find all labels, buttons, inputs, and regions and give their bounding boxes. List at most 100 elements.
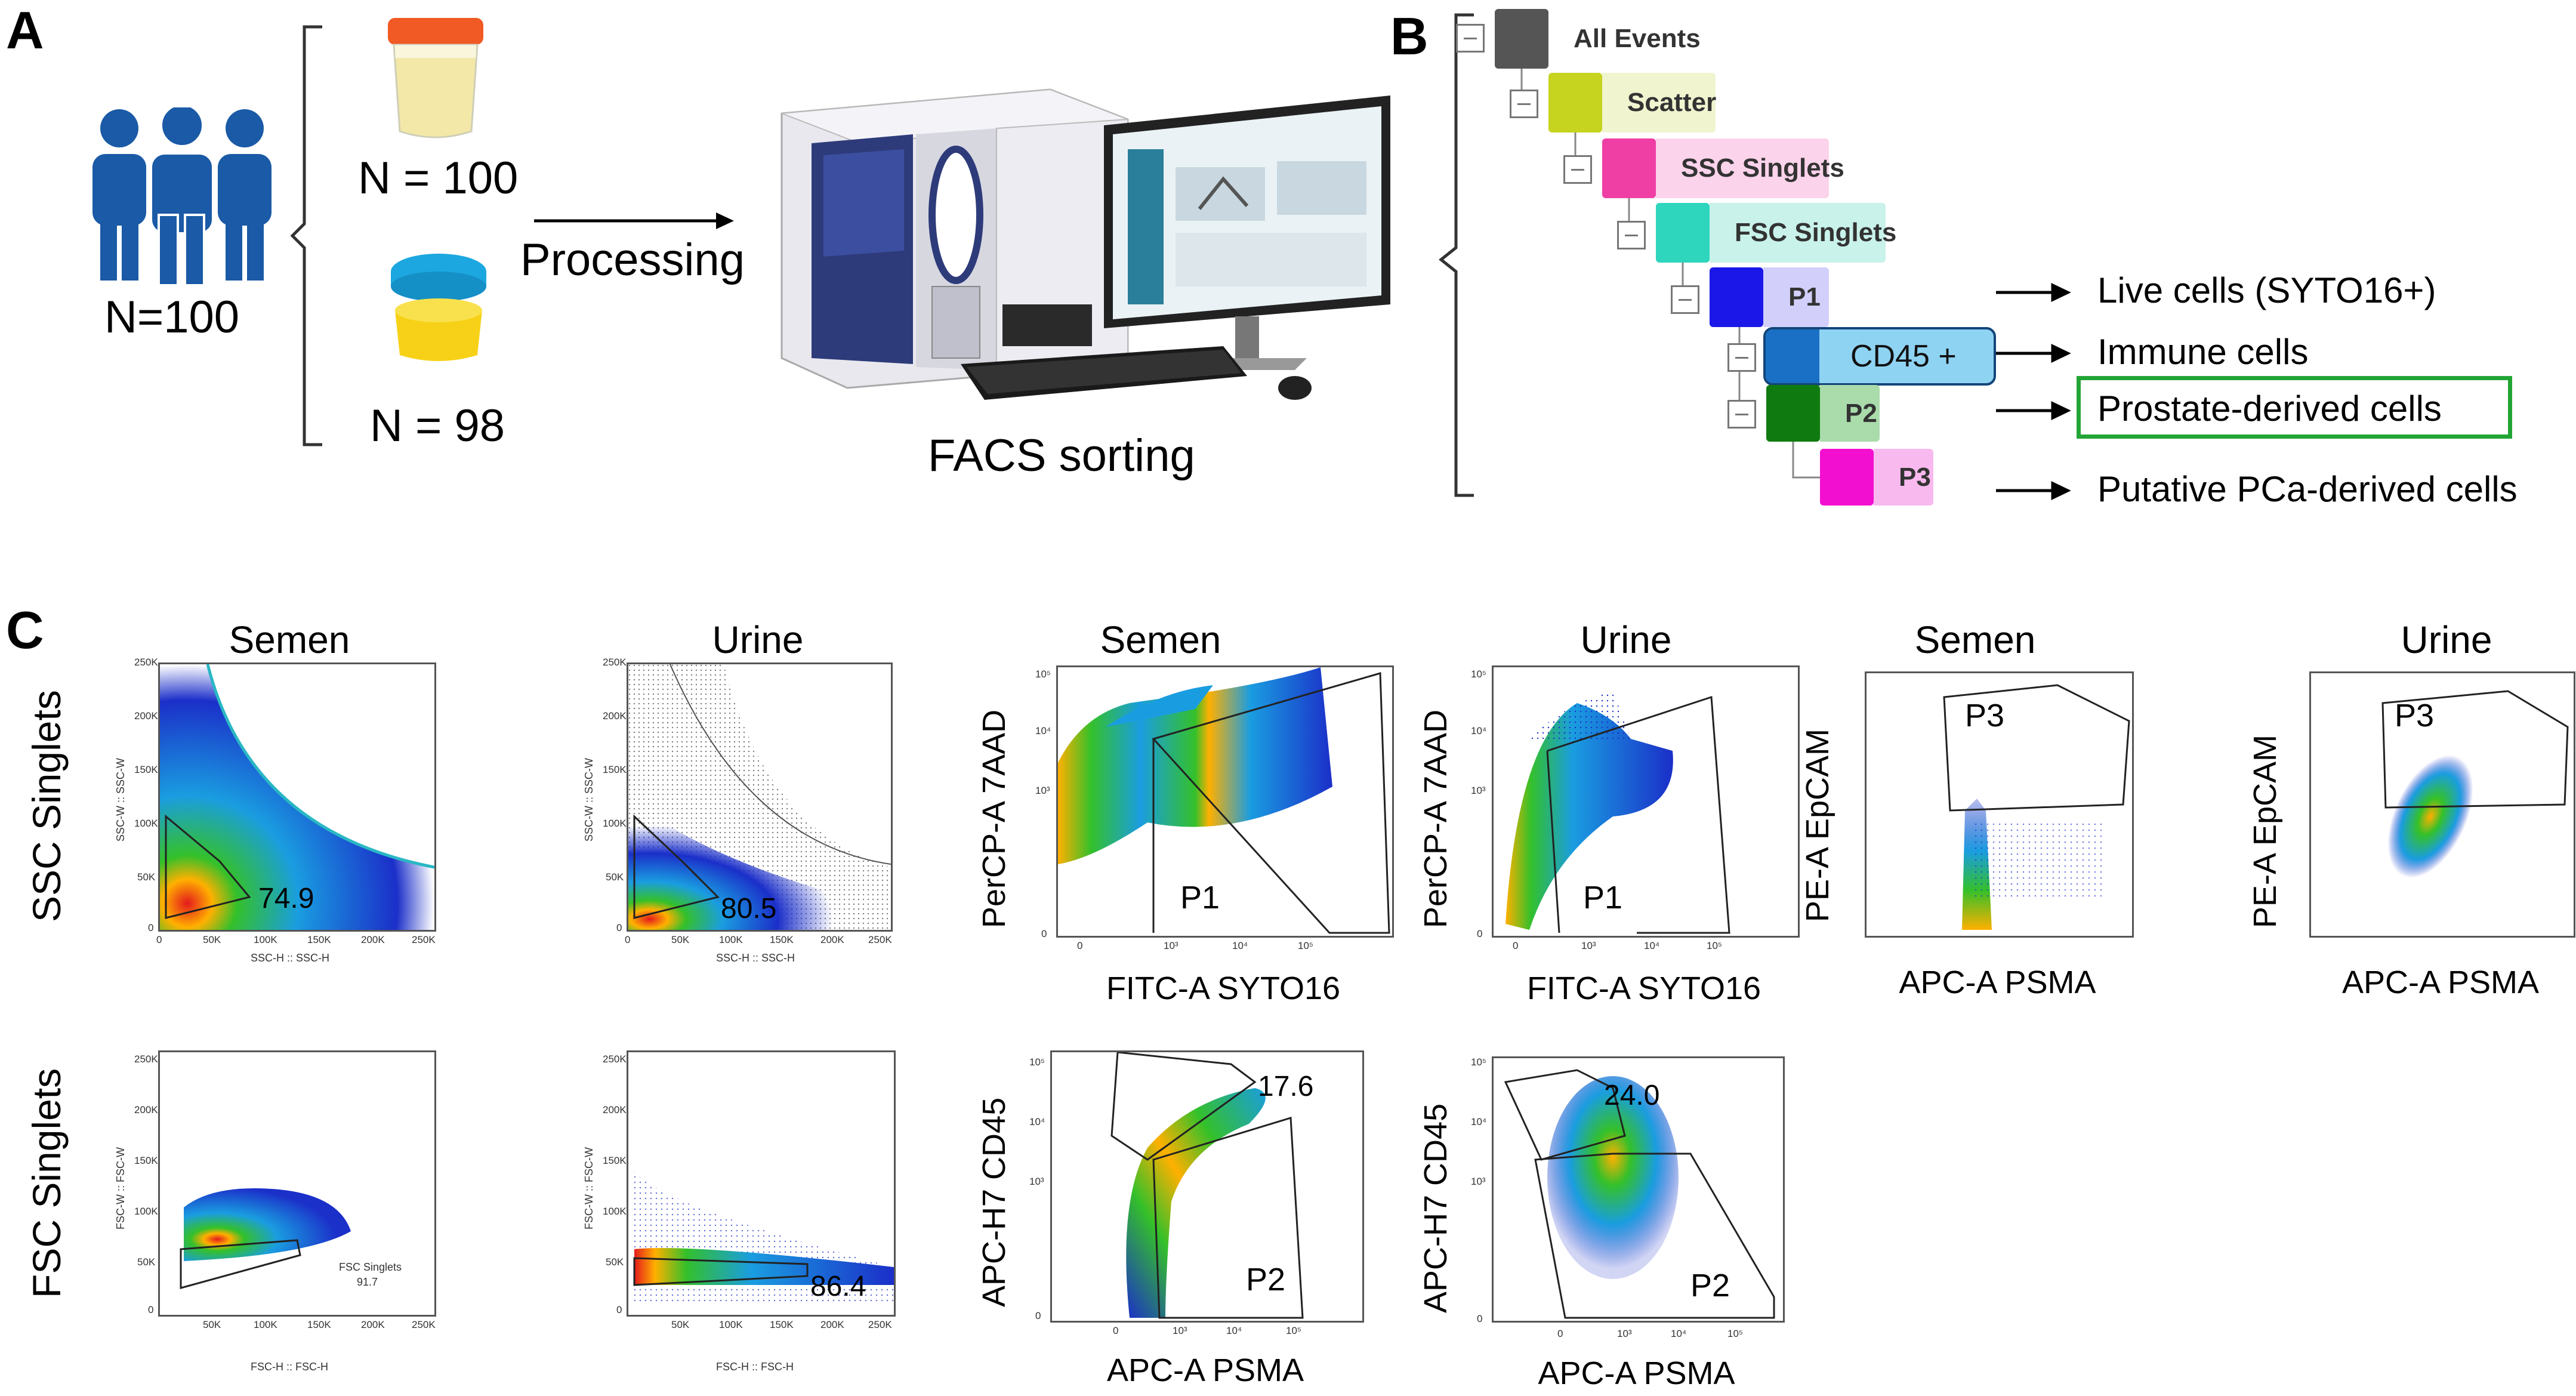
y-axis-label: FSC-W :: FSC-W (583, 1147, 595, 1229)
semen-n-label: N = 98 (370, 400, 505, 451)
collapse-all-events-icon[interactable] (1456, 24, 1485, 53)
y-axis-label: APC-H7 CD45 (1418, 1103, 1454, 1313)
gate-label: P2 (1690, 1268, 1730, 1303)
x-tick: 0 (625, 934, 631, 945)
scatter-density (180, 1188, 351, 1289)
gate-node-p3[interactable]: P3 (1820, 449, 1933, 506)
gate-percent: 74.9 (258, 883, 314, 914)
y-tick: 250K (603, 657, 627, 668)
y-tick: 0 (1041, 928, 1047, 939)
processing-label: Processing (520, 235, 745, 285)
gate-color-swatch (1710, 267, 1763, 327)
facs-sorting-label: FACS sorting (928, 430, 1195, 481)
x-tick: 10³ (1581, 940, 1596, 951)
gate-label: Scatter (1627, 88, 1717, 117)
scatter-density (1058, 667, 1390, 934)
cohort-label: N=100 (104, 292, 240, 343)
y-tick: 0 (1035, 1310, 1041, 1321)
gate-node-p2[interactable]: P2 (1766, 385, 1880, 442)
y-tick: 10³ (1471, 1176, 1486, 1187)
scatter-density (2381, 690, 2569, 878)
y-axis-label: PerCP-A 7AAD (976, 709, 1012, 928)
y-tick: 200K (603, 710, 627, 722)
col-title-urine-2: Urine (1580, 618, 1672, 661)
processing-arrow (534, 212, 734, 229)
y-tick: 10⁵ (1471, 668, 1486, 680)
plot-area: 86.4 (627, 1050, 896, 1317)
plot-area: 24.0 P2 (1492, 1056, 1785, 1323)
scatter-density (1943, 684, 2130, 930)
x-axis-label: FSC-H :: FSC-H (716, 1361, 794, 1373)
collapse-scatter-icon[interactable] (1510, 90, 1538, 118)
panel-c-letter: C (6, 600, 44, 660)
y-tick: 0 (616, 922, 622, 933)
gate-node-scatter[interactable]: Scatter (1548, 73, 1716, 132)
gate-color-swatch (1766, 329, 1819, 383)
y-tick: 250K (603, 1053, 627, 1065)
gate-node-ssc-singlets[interactable]: SSC Singlets (1602, 138, 1844, 198)
annotation-pca-cells: Putative PCa-derived cells (2097, 469, 2518, 509)
gate-label: P2 (1246, 1262, 1286, 1298)
y-tick: 10⁴ (1035, 725, 1051, 736)
y-tick: 10⁵ (1471, 1056, 1486, 1068)
x-tick: 10³ (1173, 1325, 1187, 1336)
col-title-semen-3: Semen (1914, 618, 2036, 661)
x-axis-label: APC-A PSMA (1106, 1352, 1304, 1388)
collapse-ssc-singlets-icon[interactable] (1563, 155, 1592, 184)
x-tick: 250K (412, 934, 436, 945)
y-axis-label: APC-H7 CD45 (976, 1097, 1012, 1307)
scatter-density (1110, 1052, 1304, 1319)
col-title-urine-3: Urine (2401, 618, 2492, 661)
annotation-arrows (1996, 283, 2071, 500)
x-tick: 10⁴ (1226, 1325, 1242, 1336)
x-tick: 10⁴ (1232, 940, 1248, 951)
gate-node-p1[interactable]: P1 (1710, 267, 1829, 327)
x-axis-label: SSC-H :: SSC-H (716, 952, 795, 964)
x-tick: 0 (156, 934, 162, 945)
x-tick: 50K (203, 934, 221, 945)
gate-label: P1 (1583, 880, 1623, 916)
row-title-fsc-singlets: FSC Singlets (24, 1068, 69, 1298)
x-tick: 150K (770, 1319, 794, 1330)
plot-area: P1 (1056, 665, 1394, 938)
gate-label: P3 (1965, 698, 2005, 734)
x-axis-label: APC-A PSMA (2341, 964, 2540, 1000)
collapse-p1-icon[interactable] (1671, 285, 1699, 314)
collapse-cd45-icon[interactable] (1727, 343, 1756, 372)
gate-color-swatch (1495, 9, 1548, 69)
y-tick: 250K (134, 657, 158, 668)
y-tick: 150K (603, 1155, 627, 1166)
panel-a-letter: A (6, 1, 44, 60)
x-tick: 250K (868, 934, 892, 945)
collapse-fsc-singlets-icon[interactable] (1617, 221, 1646, 249)
y-tick: 10³ (1029, 1176, 1044, 1187)
collapse-p2-icon[interactable] (1727, 400, 1756, 429)
cohort-brace (290, 25, 322, 446)
scatter-density (628, 664, 891, 930)
y-tick: 50K (137, 1256, 156, 1268)
x-tick: 10³ (1164, 940, 1179, 951)
scatter-density (160, 664, 434, 930)
gate-node-all-events[interactable]: All Events (1495, 9, 1701, 69)
x-axis-label: FITC-A SYTO16 (1106, 970, 1341, 1006)
x-tick: 0 (1077, 940, 1083, 951)
panel-b-letter: B (1390, 7, 1429, 66)
y-axis-label: PE-A EpCAM (2247, 734, 2283, 928)
x-tick: 100K (254, 1319, 277, 1330)
plot-area: 80.5 (627, 662, 893, 932)
gate-node-fsc-singlets[interactable]: FSC Singlets (1656, 203, 1896, 263)
x-tick: 50K (203, 1319, 221, 1330)
x-tick: 200K (361, 934, 385, 945)
y-axis-label: SSC-W :: SSC-W (583, 758, 595, 842)
y-tick: 200K (134, 710, 158, 722)
gate-name: FSC Singlets (339, 1261, 402, 1273)
gate-color-swatch (1548, 73, 1602, 132)
y-tick: 10⁴ (1471, 725, 1487, 736)
plot-area: P3 (1865, 671, 2134, 938)
x-tick: 10⁴ (1671, 1328, 1687, 1339)
urine-cup-icon (388, 18, 483, 138)
gate-node-cd45[interactable]: CD45 + (1763, 327, 1996, 386)
x-axis-label: APC-A PSMA (1899, 964, 2096, 1000)
gate-color-swatch (1820, 449, 1874, 506)
gate-percent: 91.7 (357, 1276, 378, 1288)
